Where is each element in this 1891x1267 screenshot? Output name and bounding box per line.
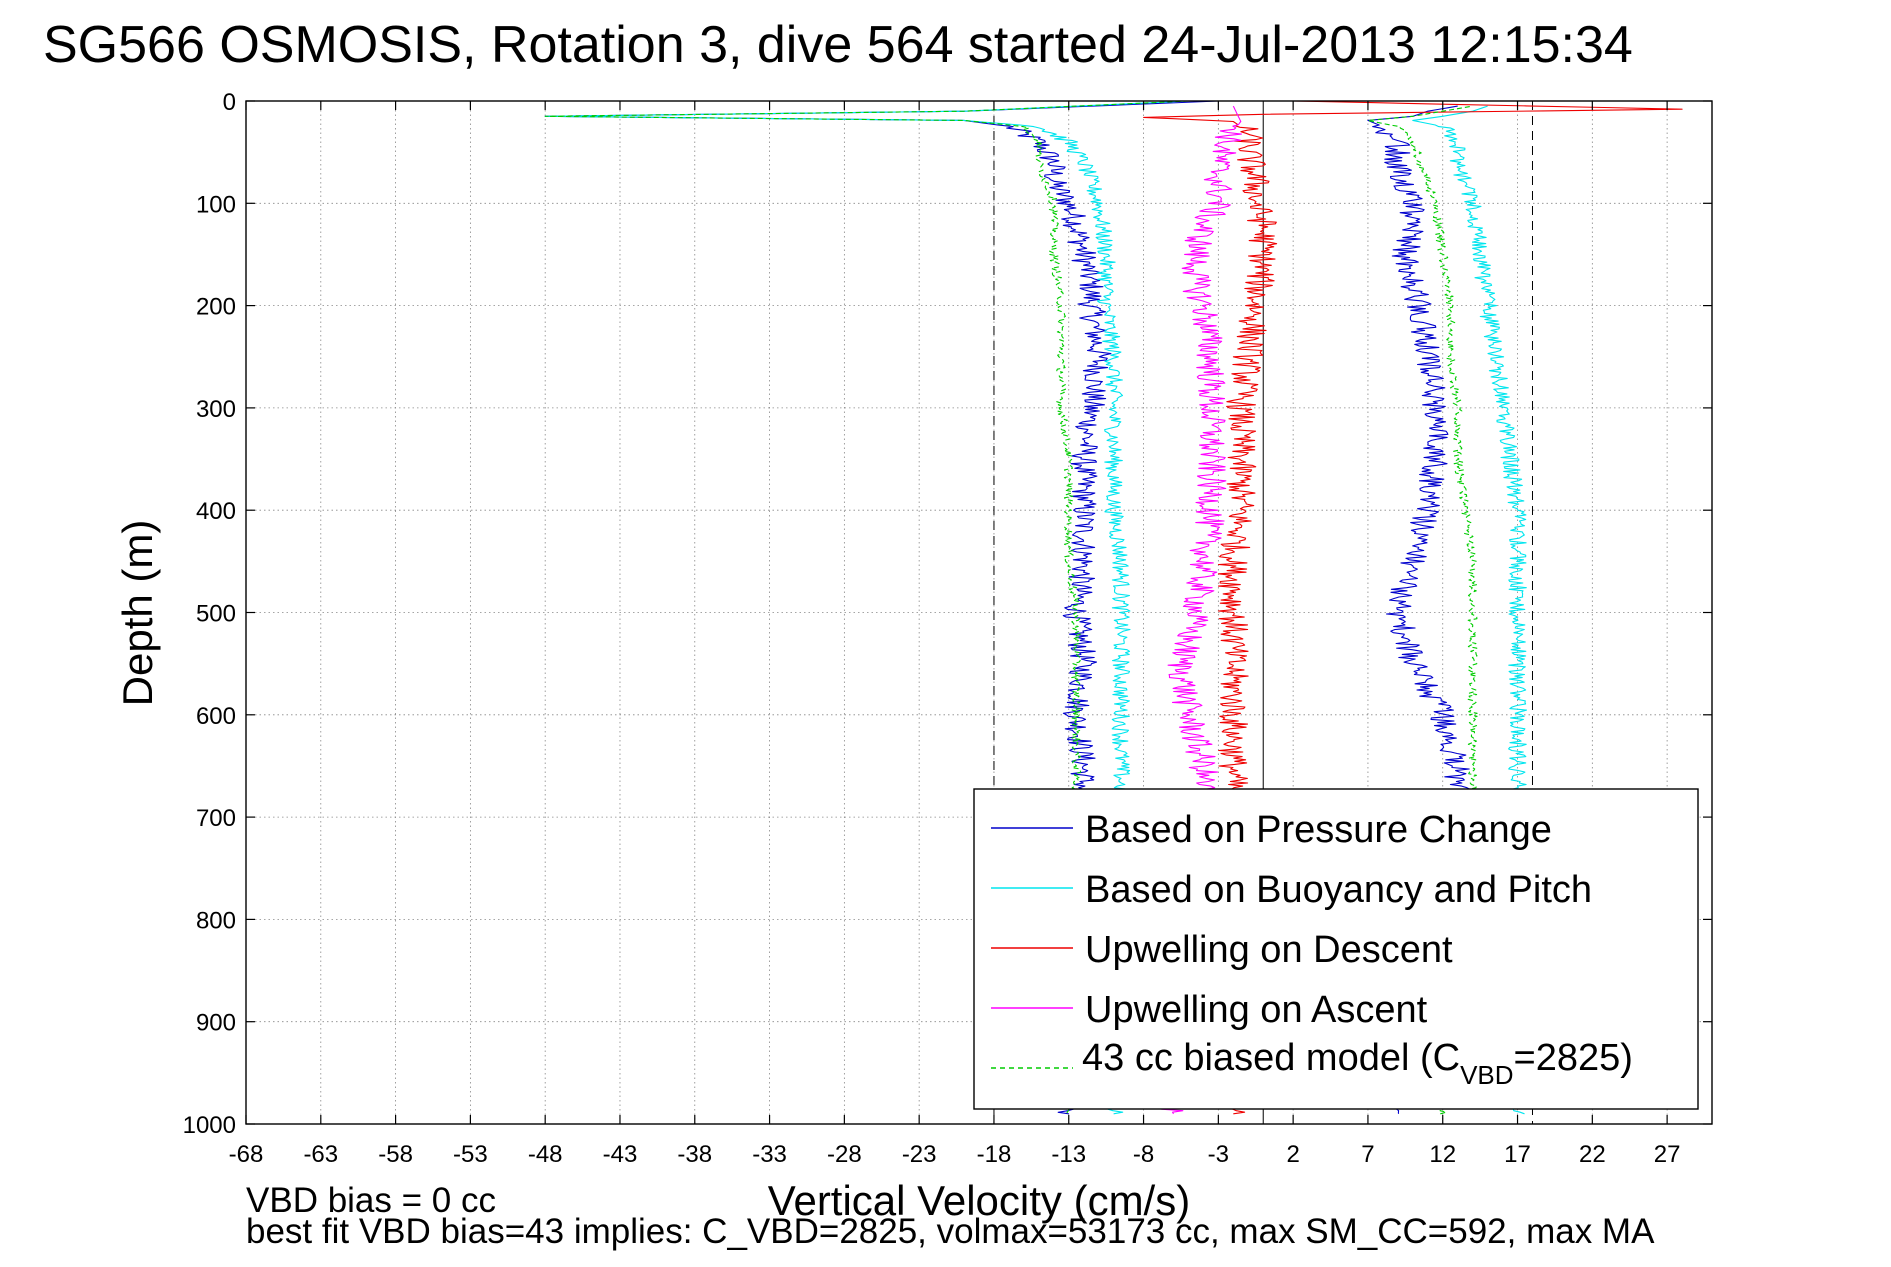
y-tick-label: 500 <box>196 601 236 628</box>
legend-label-model: 43 cc biased model (CVBD=2825) <box>1082 1037 1633 1090</box>
x-tick-label: 2 <box>1286 1141 1299 1168</box>
y-tick-label: 600 <box>196 703 236 730</box>
y-tick-label: 700 <box>196 805 236 832</box>
x-tick-label: -43 <box>603 1141 638 1168</box>
x-tick-label: -48 <box>528 1141 563 1168</box>
x-tick-label: -13 <box>1051 1141 1086 1168</box>
y-tick-label: 100 <box>196 191 236 218</box>
legend-model-subscript: VBD <box>1460 1060 1513 1090</box>
x-tick-label: -63 <box>303 1141 338 1168</box>
legend-model-prefix: 43 cc biased model (C <box>1082 1037 1460 1079</box>
grid-layer <box>246 101 1712 1124</box>
x-tick-label: 27 <box>1654 1141 1681 1168</box>
series-line-model <box>1367 105 1478 1115</box>
x-tick-label: 17 <box>1504 1141 1531 1168</box>
x-tick-label: 7 <box>1361 1141 1374 1168</box>
x-tick-label: -3 <box>1208 1141 1229 1168</box>
legend: Based on Pressure Change Based on Buoyan… <box>973 788 1699 1110</box>
legend-label-descent: Upwelling on Descent <box>1085 929 1453 971</box>
x-tick-label: -38 <box>677 1141 712 1168</box>
legend-model-suffix: =2825) <box>1514 1037 1633 1079</box>
footnote-vbd-bias: VBD bias = 0 cc <box>246 1181 496 1220</box>
y-tick-label: 900 <box>196 1010 236 1037</box>
x-tick-label: -68 <box>229 1141 264 1168</box>
x-tick-label: -33 <box>752 1141 787 1168</box>
tick-layer: -68 -63 -58 -53 -48 -43 -38 -33 -28 -23 -18 -13 -8 -3… <box>183 89 1712 1168</box>
x-tick-label: 12 <box>1429 1141 1456 1168</box>
x-tick-label: -8 <box>1133 1141 1154 1168</box>
y-tick-label: 1000 <box>183 1112 236 1139</box>
x-tick-label: -18 <box>977 1141 1012 1168</box>
y-tick-label: 300 <box>196 396 236 423</box>
x-axis-label: Vertical Velocity (cm/s) <box>768 1177 1190 1224</box>
legend-label-ascent: Upwelling on Ascent <box>1085 989 1428 1031</box>
footnote-best-fit: best fit VBD bias=43 implies: C_VBD=2825… <box>246 1212 1655 1251</box>
x-tick-label: -58 <box>378 1141 413 1168</box>
legend-box <box>973 788 1699 1110</box>
y-tick-label: 200 <box>196 294 236 321</box>
x-tick-label: -23 <box>902 1141 937 1168</box>
x-tick-label: -53 <box>453 1141 488 1168</box>
y-tick-label: 400 <box>196 498 236 525</box>
x-tick-label: 22 <box>1579 1141 1606 1168</box>
y-tick-label: 0 <box>223 89 236 116</box>
legend-label-pressure: Based on Pressure Change <box>1085 809 1552 851</box>
x-tick-label: -28 <box>827 1141 862 1168</box>
y-axis-label: Depth (m) <box>114 520 161 707</box>
chart-title: SG566 OSMOSIS, Rotation 3, dive 564 star… <box>43 16 1633 74</box>
legend-label-buoyancy: Based on Buoyancy and Pitch <box>1085 869 1592 911</box>
y-tick-label: 800 <box>196 907 236 934</box>
